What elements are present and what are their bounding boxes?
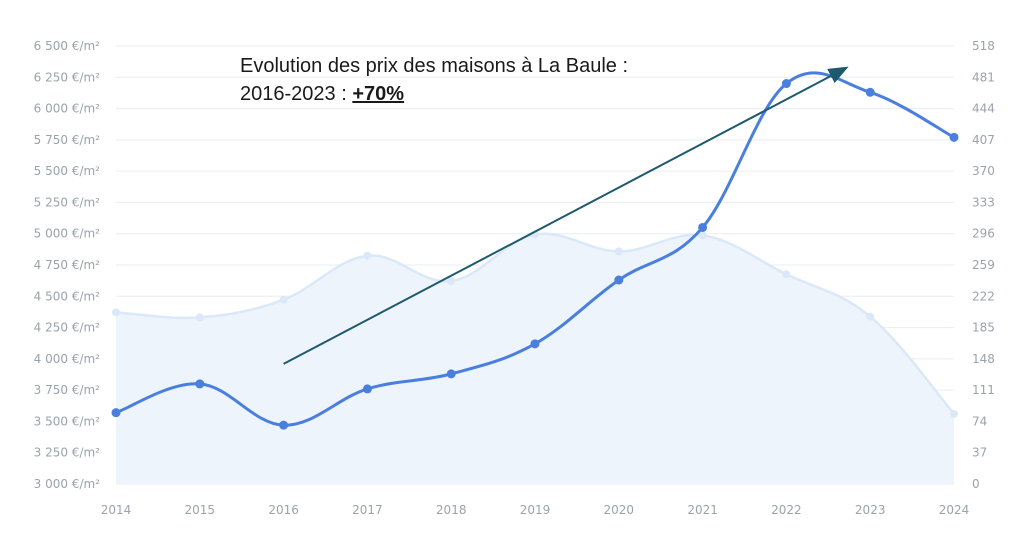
y-left-tick-label: 5 750 €/m² [34,133,101,147]
x-tick-label: 2016 [268,503,299,517]
volume-point-2020 [614,247,623,256]
volume-point-2024 [950,409,958,418]
y-left-tick-label: 6 000 €/m² [34,102,101,116]
y-left-tick-label: 3 750 €/m² [34,383,101,397]
annotation-line-1: Evolution des prix des maisons à La Baul… [240,55,628,77]
price-point-2020 [614,275,624,285]
volume-point-2023 [866,312,875,321]
x-tick-label: 2024 [939,503,970,517]
x-tick-label: 2015 [185,503,216,517]
volume-point-2018 [447,277,456,286]
x-tick-label: 2019 [520,503,551,517]
y-right-tick-label: 407 [972,133,995,147]
y-right-tick-label: 518 [972,39,995,53]
price-point-2017 [362,384,372,394]
price-line [115,71,955,427]
price-point-2024 [949,132,959,142]
y-right-tick-label: 185 [972,321,995,335]
price-point-2016 [279,420,289,430]
x-tick-label: 2017 [352,503,383,517]
y-left-tick-label: 3 250 €/m² [34,446,101,460]
x-tick-label: 2021 [687,503,718,517]
volume-point-2021 [698,231,707,240]
x-tick-label: 2020 [604,503,635,517]
y-left-tick-label: 4 000 €/m² [34,352,101,366]
y-right-tick-label: 0 [972,477,980,491]
y-right-tick-label: 222 [972,289,995,303]
y-right-tick-label: 333 [972,195,995,209]
y-left-tick-label: 4 750 €/m² [34,258,101,272]
annotation-growth: +70% [352,83,405,105]
y-right-tick-label: 296 [972,227,995,241]
x-tick-label: 2014 [101,503,132,517]
y-left-tick-label: 3 000 €/m² [34,477,101,491]
y-left-tick-label: 5 250 €/m² [34,195,101,209]
x-axis: 2014 2015 2016 2017 2018 2019 2020 2021 2022 2023… [101,503,970,517]
volume-point-2016 [279,295,288,304]
y-axis-right: 0 37 74 111 148 185 222 259 296 333 370 407 444 481 51… [972,39,995,491]
y-right-tick-label: 481 [972,70,995,84]
price-point-2022 [781,79,791,89]
price-point-2018 [446,369,456,379]
price-point-2023 [865,87,875,97]
annotation-line-2: 2016-2023 : +70% [240,80,628,108]
x-tick-label: 2022 [771,503,802,517]
y-left-tick-label: 3 500 €/m² [34,414,101,428]
price-point-2015 [195,379,205,389]
y-axis-left: 3 000 €/m² 3 250 €/m² 3 500 €/m² 3 750 €/m²… [34,39,101,491]
x-tick-label: 2018 [436,503,467,517]
y-right-tick-label: 148 [972,352,995,366]
y-left-tick-label: 6 250 €/m² [34,70,101,84]
chart-annotation: Evolution des prix des maisons à La Baul… [240,52,628,108]
y-right-tick-label: 111 [972,383,995,397]
price-point-2014 [111,408,121,418]
y-left-tick-label: 4 250 €/m² [34,321,101,335]
y-right-tick-label: 259 [972,258,995,272]
price-series [111,71,959,430]
price-point-2019 [530,339,540,349]
y-right-tick-label: 74 [972,414,987,428]
y-left-tick-label: 5 000 €/m² [34,227,101,241]
trend-arrow [283,66,849,365]
y-left-tick-label: 4 500 €/m² [34,289,101,303]
y-right-tick-label: 370 [972,164,995,178]
trend-arrow-line [283,66,849,365]
price-point-2021 [698,222,708,232]
y-left-tick-label: 6 500 €/m² [34,39,101,53]
volume-area [116,233,954,484]
volume-point-2014 [112,308,120,317]
volume-point-2022 [782,270,791,279]
y-right-tick-label: 444 [972,102,995,116]
y-left-tick-label: 5 500 €/m² [34,164,101,178]
volume-point-2017 [363,251,372,260]
volume-series [112,230,958,484]
x-tick-label: 2023 [855,503,886,517]
annotation-period: 2016-2023 : [240,83,353,105]
volume-point-2015 [195,313,204,322]
y-right-tick-label: 37 [972,446,987,460]
